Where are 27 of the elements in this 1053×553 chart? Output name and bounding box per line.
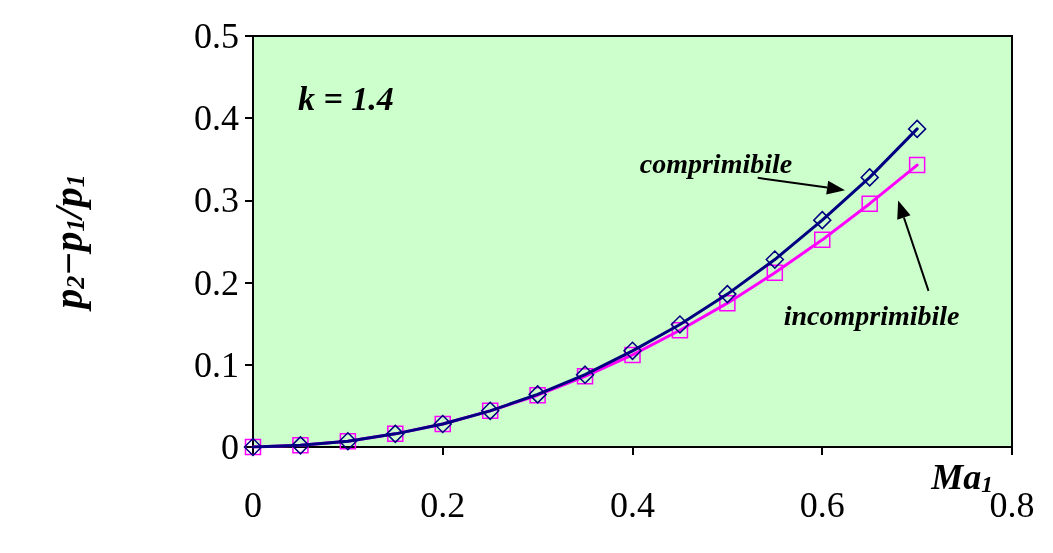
point	[671, 322, 689, 339]
point	[719, 294, 736, 312]
y-tick-label: 0.4	[194, 98, 239, 139]
point	[718, 284, 737, 304]
point	[624, 346, 641, 364]
point	[814, 231, 831, 249]
point	[813, 210, 832, 230]
y-tick-label: 0.1	[194, 344, 239, 385]
point	[670, 315, 690, 334]
point	[861, 195, 878, 212]
point	[765, 250, 785, 269]
x-tick-label: 0.6	[799, 485, 845, 525]
series-label: comprimibile	[639, 147, 793, 179]
y-tick-label: 0.2	[194, 262, 239, 303]
y-tick-label: 0.3	[194, 180, 239, 221]
point	[766, 264, 784, 281]
x-tick-label: 0.2	[420, 485, 466, 525]
point	[860, 168, 879, 187]
annotation: k = 1.4	[298, 79, 394, 117]
y-tick-label: 0	[221, 427, 239, 467]
x-tick-label: 0.4	[610, 485, 655, 525]
point	[908, 156, 926, 174]
point	[907, 119, 927, 139]
y-tick-label: 0.5	[194, 16, 239, 56]
y-axis-title: p2−p1/p1	[45, 174, 91, 312]
point	[623, 341, 642, 361]
series-label: incomprimibile	[783, 299, 960, 331]
